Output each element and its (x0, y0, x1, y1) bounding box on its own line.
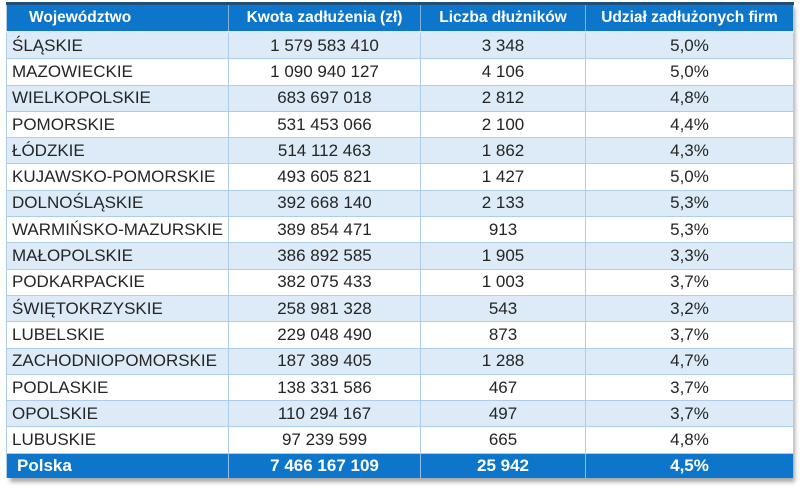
cell-udzial: 4,8% (585, 426, 794, 454)
cell-total-kwota: 7 466 167 109 (228, 453, 421, 478)
column-header-udzial-zadluzonych-firm: Udział zadłużonych firm (585, 2, 794, 33)
cell-liczba: 1 905 (420, 242, 586, 270)
cell-udzial: 3,7% (585, 269, 794, 296)
cell-kwota: 683 697 018 (228, 85, 421, 112)
cell-wojewodztwo: KUJAWSKO-POMORSKIE (6, 163, 229, 191)
column-header-wojewodztwo: Województwo (6, 2, 229, 33)
cell-wojewodztwo: PODKARPACKIE (6, 269, 229, 296)
cell-liczba: 665 (420, 426, 586, 454)
cell-wojewodztwo: ZACHODNIOPOMORSKIE (6, 348, 229, 375)
cell-kwota: 1 579 583 410 (228, 32, 421, 60)
cell-kwota: 187 389 405 (228, 348, 421, 375)
column-header-liczba-dluznikow: Liczba dłużników (420, 2, 586, 33)
total-row-polska: Polska 7 466 167 109 25 942 4,5% (6, 453, 794, 478)
cell-wojewodztwo: ŁÓDZKIE (6, 137, 229, 165)
cell-liczba: 4 106 (420, 58, 586, 86)
cell-kwota: 389 854 471 (228, 216, 421, 244)
table-row: LUBUSKIE 97 239 599 665 4,8% (6, 426, 794, 454)
cell-total-liczba: 25 942 (420, 453, 586, 478)
cell-kwota: 493 605 821 (228, 163, 421, 191)
cell-kwota: 386 892 585 (228, 242, 421, 270)
cell-liczba: 913 (420, 216, 586, 244)
cell-kwota: 229 048 490 (228, 321, 421, 349)
table-row: ŚLĄSKIE 1 579 583 410 3 348 5,0% (6, 32, 794, 60)
table-row: MAZOWIECKIE 1 090 940 127 4 106 5,0% (6, 58, 794, 86)
cell-liczba: 1 003 (420, 269, 586, 296)
cell-liczba: 2 133 (420, 190, 586, 218)
table-row: POMORSKIE 531 453 066 2 100 4,4% (6, 111, 794, 139)
cell-udzial: 3,3% (585, 242, 794, 270)
cell-wojewodztwo: ŚLĄSKIE (6, 32, 229, 60)
cell-kwota: 97 239 599 (228, 426, 421, 454)
table-row: PODLASKIE 138 331 586 467 3,7% (6, 374, 794, 402)
cell-wojewodztwo: OPOLSKIE (6, 400, 229, 428)
cell-kwota: 138 331 586 (228, 374, 421, 402)
cell-wojewodztwo: WARMIŃSKO-MAZURSKIE (6, 216, 229, 244)
table-row: KUJAWSKO-POMORSKIE 493 605 821 1 427 5,0… (6, 163, 794, 191)
cell-udzial: 3,7% (585, 374, 794, 402)
table-row: WARMIŃSKO-MAZURSKIE 389 854 471 913 5,3% (6, 216, 794, 244)
cell-wojewodztwo: LUBUSKIE (6, 426, 229, 454)
table-row: ŚWIĘTOKRZYSKIE 258 981 328 543 3,2% (6, 295, 794, 323)
cell-kwota: 110 294 167 (228, 400, 421, 428)
cell-udzial: 4,7% (585, 348, 794, 375)
cell-udzial: 5,3% (585, 216, 794, 244)
cell-liczba: 467 (420, 374, 586, 402)
cell-kwota: 1 090 940 127 (228, 58, 421, 86)
data-table: Województwo Kwota zadłużenia (zł) Liczba… (6, 2, 794, 478)
table-row: OPOLSKIE 110 294 167 497 3,7% (6, 400, 794, 428)
cell-wojewodztwo: MAŁOPOLSKIE (6, 242, 229, 270)
cell-total-label: Polska (6, 453, 229, 478)
cell-kwota: 382 075 433 (228, 269, 421, 296)
cell-wojewodztwo: PODLASKIE (6, 374, 229, 402)
cell-liczba: 1 427 (420, 163, 586, 191)
cell-liczba: 543 (420, 295, 586, 323)
cell-liczba: 873 (420, 321, 586, 349)
cell-udzial: 4,4% (585, 111, 794, 139)
cell-wojewodztwo: POMORSKIE (6, 111, 229, 139)
cell-wojewodztwo: ŚWIĘTOKRZYSKIE (6, 295, 229, 323)
cell-kwota: 514 112 463 (228, 137, 421, 165)
column-header-kwota-zadluzenia: Kwota zadłużenia (zł) (228, 2, 421, 33)
cell-liczba: 3 348 (420, 32, 586, 60)
cell-kwota: 258 981 328 (228, 295, 421, 323)
cell-kwota: 531 453 066 (228, 111, 421, 139)
table-row: MAŁOPOLSKIE 386 892 585 1 905 3,3% (6, 242, 794, 270)
cell-kwota: 392 668 140 (228, 190, 421, 218)
cell-udzial: 5,3% (585, 190, 794, 218)
debt-by-voivodeship-table: Województwo Kwota zadłużenia (zł) Liczba… (6, 2, 794, 478)
cell-wojewodztwo: DOLNOŚLĄSKIE (6, 190, 229, 218)
header-row: Województwo Kwota zadłużenia (zł) Liczba… (6, 2, 794, 33)
cell-total-udzial: 4,5% (585, 453, 794, 478)
cell-udzial: 3,7% (585, 400, 794, 428)
table-row: LUBELSKIE 229 048 490 873 3,7% (6, 321, 794, 349)
cell-liczba: 1 288 (420, 348, 586, 375)
cell-liczba: 2 100 (420, 111, 586, 139)
cell-wojewodztwo: MAZOWIECKIE (6, 58, 229, 86)
table-row: WIELKOPOLSKIE 683 697 018 2 812 4,8% (6, 85, 794, 112)
table-row: DOLNOŚLĄSKIE 392 668 140 2 133 5,3% (6, 190, 794, 218)
table-row: ŁÓDZKIE 514 112 463 1 862 4,3% (6, 137, 794, 165)
cell-udzial: 4,8% (585, 85, 794, 112)
cell-liczba: 497 (420, 400, 586, 428)
cell-udzial: 3,7% (585, 321, 794, 349)
cell-udzial: 4,3% (585, 137, 794, 165)
cell-liczba: 2 812 (420, 85, 586, 112)
cell-wojewodztwo: WIELKOPOLSKIE (6, 85, 229, 112)
cell-liczba: 1 862 (420, 137, 586, 165)
cell-udzial: 5,0% (585, 163, 794, 191)
cell-wojewodztwo: LUBELSKIE (6, 321, 229, 349)
table-row: PODKARPACKIE 382 075 433 1 003 3,7% (6, 269, 794, 296)
cell-udzial: 5,0% (585, 32, 794, 60)
cell-udzial: 3,2% (585, 295, 794, 323)
cell-udzial: 5,0% (585, 58, 794, 86)
table-row: ZACHODNIOPOMORSKIE 187 389 405 1 288 4,7… (6, 348, 794, 375)
